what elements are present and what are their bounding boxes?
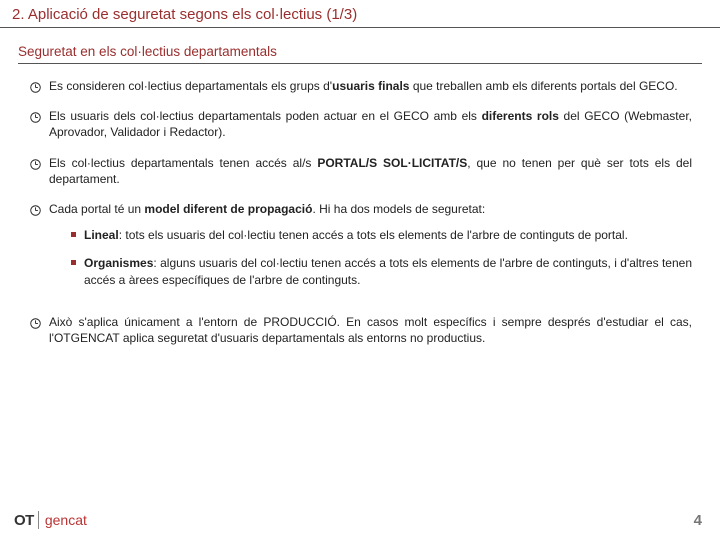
logo-gencat-text: gencat xyxy=(45,512,87,528)
logo-ot-text: OT xyxy=(14,512,34,529)
title-bar: 2. Aplicació de seguretat segons els col… xyxy=(0,0,720,28)
bullet-text: Es consideren col·lectius departamentals… xyxy=(49,78,692,94)
sub-text: Organismes: alguns usuaris del col·lecti… xyxy=(84,255,692,287)
bullet-item: Es consideren col·lectius departamentals… xyxy=(30,78,692,94)
bullet-text: Cada portal té un model diferent de prop… xyxy=(49,201,692,217)
bullet-item: Els usuaris dels col·lectius departament… xyxy=(30,108,692,140)
clock-icon xyxy=(30,110,41,121)
bullet-text: Això s'aplica únicament a l'entorn de PR… xyxy=(49,314,692,346)
page-number: 4 xyxy=(694,512,702,529)
sub-item: Lineal: tots els usuaris del col·lectiu … xyxy=(71,227,692,243)
square-bullet-icon xyxy=(71,232,76,237)
sub-item: Organismes: alguns usuaris del col·lecti… xyxy=(71,255,692,287)
logo: OT gencat xyxy=(14,511,87,529)
clock-icon xyxy=(30,203,41,214)
bullet-item: Els col·lectius departamentals tenen acc… xyxy=(30,155,692,187)
content-area: Es consideren col·lectius departamentals… xyxy=(0,64,720,346)
clock-icon xyxy=(30,316,41,327)
square-bullet-icon xyxy=(71,260,76,265)
sub-list: Lineal: tots els usuaris del col·lectiu … xyxy=(71,227,692,288)
bullet-item: Això s'aplica únicament a l'entorn de PR… xyxy=(30,314,692,346)
logo-divider xyxy=(38,511,39,529)
clock-icon xyxy=(30,80,41,91)
bullet-item: Cada portal té un model diferent de prop… xyxy=(30,201,692,300)
clock-icon xyxy=(30,157,41,168)
section-subtitle: Seguretat en els col·lectius departament… xyxy=(18,44,702,59)
sub-text: Lineal: tots els usuaris del col·lectiu … xyxy=(84,227,692,243)
page-title: 2. Aplicació de seguretat segons els col… xyxy=(12,6,708,23)
bullet-text: Els usuaris dels col·lectius departament… xyxy=(49,108,692,140)
subtitle-bar: Seguretat en els col·lectius departament… xyxy=(18,44,702,64)
footer: OT gencat 4 xyxy=(0,504,720,540)
bullet-text: Els col·lectius departamentals tenen acc… xyxy=(49,155,692,187)
